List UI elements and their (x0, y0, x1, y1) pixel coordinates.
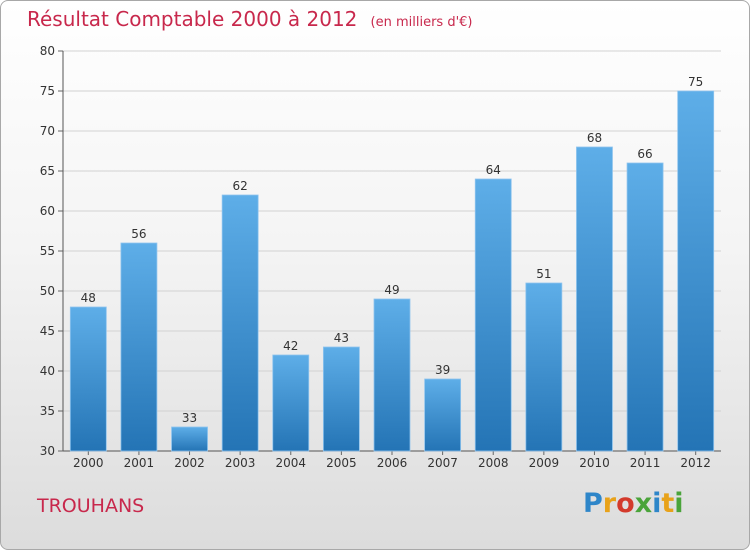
value-label-2001: 56 (131, 227, 146, 241)
y-tick-label: 70 (40, 124, 55, 138)
x-tick-label-2003: 2003 (225, 456, 256, 470)
y-tick-label: 30 (40, 444, 55, 458)
chart-title: Résultat Comptable 2000 à 2012 (27, 7, 358, 31)
y-tick-label: 35 (40, 404, 55, 418)
bar-2000 (69, 306, 107, 452)
y-tick-label: 40 (40, 364, 55, 378)
value-label-2003: 62 (233, 179, 248, 193)
bar-2002 (171, 426, 208, 452)
logo-letter: x (634, 488, 653, 519)
logo-letter: o (616, 488, 635, 519)
value-label-2004: 42 (283, 339, 298, 353)
logo-letter: P (583, 488, 603, 519)
title-row: Résultat Comptable 2000 à 2012 (en milli… (27, 7, 472, 31)
x-tick-label-2010: 2010 (579, 456, 610, 470)
x-tick-label-2006: 2006 (377, 456, 408, 470)
bar-2005 (322, 346, 360, 452)
value-label-2000: 48 (81, 291, 96, 305)
value-label-2002: 33 (182, 411, 197, 425)
logo-letter: t (661, 488, 675, 519)
bar-2001 (120, 242, 158, 452)
value-label-2005: 43 (334, 331, 349, 345)
y-tick-label: 60 (40, 204, 55, 218)
labels: 30 35 40 45 50 55 60 65 70 75 80 48 2000 56 2001 33 2002… (40, 44, 711, 470)
logo-letter: r (602, 488, 617, 519)
bar-2003 (221, 194, 259, 452)
logo-letter: i (674, 488, 684, 519)
x-tick-label-2001: 2001 (124, 456, 155, 470)
chart-subtitle: (en milliers d'€) (370, 15, 473, 30)
y-tick-label: 65 (40, 164, 55, 178)
bar-2006 (373, 298, 411, 452)
value-label-2010: 68 (587, 131, 602, 145)
bars (69, 90, 715, 452)
bar-2009 (525, 282, 563, 452)
y-tick-label: 75 (40, 84, 55, 98)
bar-2011 (626, 162, 664, 452)
value-label-2012: 75 (688, 75, 703, 89)
x-tick-label-2007: 2007 (427, 456, 458, 470)
x-tick-label-2000: 2000 (73, 456, 104, 470)
bar-2010 (576, 146, 613, 452)
y-tick-label: 45 (40, 324, 55, 338)
y-tick-label: 55 (40, 244, 55, 258)
place-name: TROUHANS (37, 495, 145, 517)
value-label-2007: 39 (435, 363, 450, 377)
bar-2008 (474, 178, 512, 452)
value-label-2009: 51 (536, 267, 551, 281)
x-tick-label-2009: 2009 (529, 456, 560, 470)
y-tick-label: 80 (40, 44, 55, 58)
x-tick-label-2012: 2012 (680, 456, 711, 470)
x-tick-label-2008: 2008 (478, 456, 509, 470)
value-label-2011: 66 (637, 147, 652, 161)
logo-letter: i (652, 488, 662, 519)
bar-2004 (272, 354, 310, 452)
x-tick-label-2002: 2002 (174, 456, 205, 470)
y-tick-label: 50 (40, 284, 55, 298)
proxiti-logo: Proxiti (583, 488, 684, 519)
bar-2012 (677, 90, 715, 452)
x-tick-label-2005: 2005 (326, 456, 357, 470)
value-label-2008: 64 (486, 163, 501, 177)
value-label-2006: 49 (384, 283, 399, 297)
bar-2007 (424, 378, 462, 452)
x-tick-label-2004: 2004 (275, 456, 306, 470)
x-tick-label-2011: 2011 (630, 456, 661, 470)
